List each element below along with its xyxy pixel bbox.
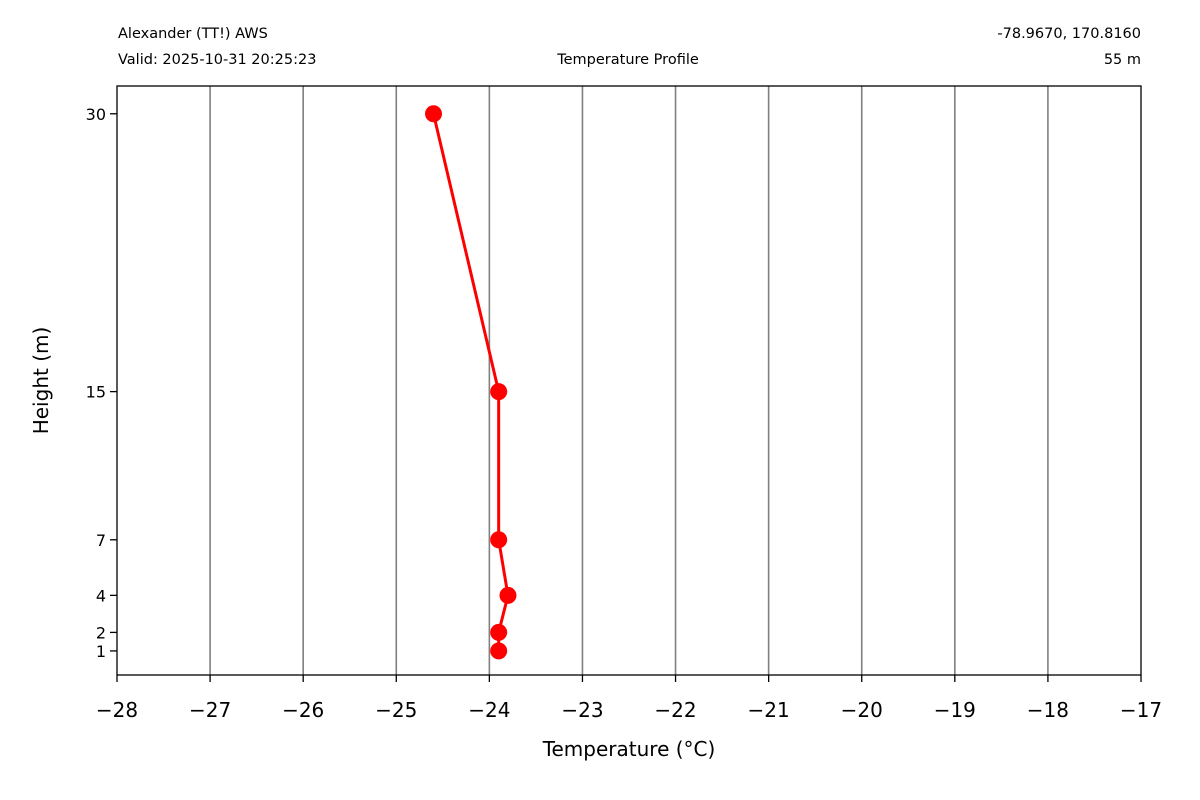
valid-time: Valid: 2025-10-31 20:25:23 (118, 52, 317, 68)
plot-frame (116, 85, 1142, 676)
x-tick-label: −22 (654, 698, 696, 722)
data-point (425, 105, 443, 123)
y-tick-label: 2 (96, 623, 106, 642)
x-tick-label: −27 (189, 698, 231, 722)
x-tick-label: −20 (841, 698, 883, 722)
grid-lines (209, 86, 1049, 675)
y-tick-label: 15 (86, 383, 106, 402)
x-tick-label: −19 (934, 698, 976, 722)
x-tick-label: −25 (375, 698, 417, 722)
x-tick-label: −23 (561, 698, 603, 722)
y-axis: 12 4 7 15 30 (86, 105, 117, 661)
station-coordinates: -78.9670, 170.8160 (997, 26, 1141, 42)
x-tick-label: −18 (1027, 698, 1069, 722)
data-series (425, 105, 517, 660)
x-axis-label: Temperature (°C) (542, 737, 716, 761)
y-tick-label: 1 (96, 642, 106, 661)
x-tick-label: −26 (282, 698, 324, 722)
y-tick-label: 4 (96, 586, 106, 605)
data-point (490, 531, 508, 549)
data-point (499, 586, 517, 604)
x-axis: −28 −27 −26 −25 −24 −23 −22 −21 −20 −19 −18 −17 (96, 675, 1162, 722)
y-axis-label: Height (m) (29, 327, 53, 435)
series-line (432, 113, 510, 651)
chart-title: Temperature Profile (557, 52, 699, 68)
data-point (490, 642, 508, 660)
y-tick-label: 7 (96, 531, 106, 550)
x-tick-label: −17 (1120, 698, 1162, 722)
x-tick-label: −21 (748, 698, 790, 722)
x-tick-label: −28 (96, 698, 138, 722)
data-point (490, 383, 508, 401)
station-name: Alexander (TT!) AWS (118, 26, 268, 42)
y-tick-label: 30 (86, 105, 106, 124)
x-tick-label: −24 (468, 698, 510, 722)
station-elevation: 55 m (1103, 52, 1141, 68)
data-point (490, 623, 508, 641)
